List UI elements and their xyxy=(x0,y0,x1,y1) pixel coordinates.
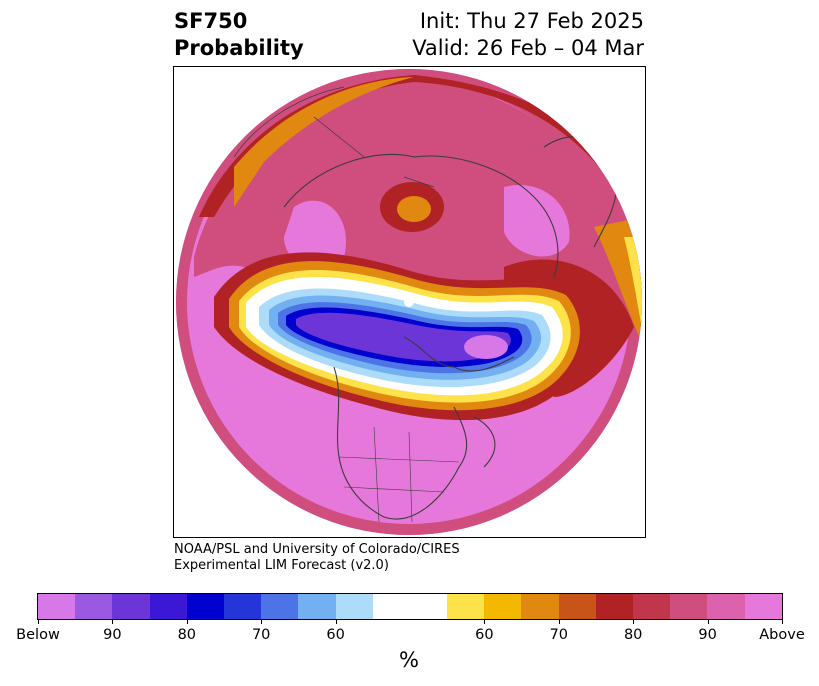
colorbar-segment xyxy=(223,594,262,619)
credit-line-1: NOAA/PSL and University of Colorado/CIRE… xyxy=(174,542,460,557)
map-panel xyxy=(173,66,646,538)
below-90-region xyxy=(296,312,511,362)
colorbar-tick-mark xyxy=(633,619,635,624)
north-america-coast xyxy=(333,366,468,520)
colorbar-segment xyxy=(335,594,373,619)
colorbar-tick-mark xyxy=(707,619,709,624)
colorbar-tick-label: Below xyxy=(16,627,60,643)
init-date: Init: Thu 27 Feb 2025 xyxy=(419,9,644,33)
canadian-arctic-coast xyxy=(403,336,515,372)
colorbar-segment xyxy=(38,594,76,619)
credit-text: NOAA/PSL and University of Colorado/CIRE… xyxy=(174,542,460,574)
probability-map xyxy=(176,69,642,535)
below-extreme-patch xyxy=(464,335,508,359)
colorbar-segment xyxy=(484,594,522,619)
colorbar-segment xyxy=(149,594,187,619)
colorbar-tick-label: 70 xyxy=(549,627,569,643)
northern-orange-band xyxy=(234,77,414,207)
colorbar-tick-mark xyxy=(38,619,39,624)
colorbar-segment xyxy=(298,594,336,619)
valid-range: Valid: 26 Feb – 04 Mar xyxy=(412,36,644,60)
variable-name: SF750 xyxy=(174,9,248,33)
colorbar-tick-mark xyxy=(261,619,263,624)
colorbar-tick-mark xyxy=(112,619,114,624)
colorbar-tick-mark xyxy=(484,619,486,624)
colorbar xyxy=(37,593,783,620)
colorbar-segment xyxy=(372,594,410,619)
eurasia-arctic-coast xyxy=(283,153,559,278)
colorbar-segment xyxy=(112,594,150,619)
colorbar-tick-mark xyxy=(558,619,560,624)
colorbar-tick-label: Above xyxy=(759,627,805,643)
colorbar-segment xyxy=(707,594,745,619)
chart-title: SF750 Probability xyxy=(174,8,304,62)
colorbar-segment xyxy=(186,594,224,619)
arctic-orange-patch xyxy=(397,196,431,222)
europe-pink-patch xyxy=(504,185,570,257)
asia-borders xyxy=(233,86,435,188)
colorbar-tick-mark xyxy=(335,619,337,624)
africa-outline xyxy=(593,86,635,138)
colorbar-tick-label: 70 xyxy=(251,627,271,643)
north-pole-marker xyxy=(404,297,414,307)
colorbar-segment xyxy=(409,594,448,619)
greenland-atlantic-coast xyxy=(473,416,496,468)
colorbar-tick-label: 90 xyxy=(698,627,717,643)
colorbar-tick-mark xyxy=(782,619,783,624)
colorbar-segment xyxy=(558,594,596,619)
colorbar-segment xyxy=(633,594,671,619)
colorbar-tick-label: 90 xyxy=(103,627,122,643)
colorbar-segment xyxy=(521,594,559,619)
colorbar-segment xyxy=(261,594,299,619)
colorbar-segment xyxy=(447,594,485,619)
colorbar-segment xyxy=(75,594,113,619)
colorbar-tick-label: 60 xyxy=(326,627,345,643)
us-state-lines xyxy=(338,426,460,523)
colorbar-tick-label: 80 xyxy=(623,627,643,643)
siberia-pink-patch xyxy=(284,200,346,268)
colorbar-tick-mark xyxy=(186,619,188,624)
colorbar-segment xyxy=(595,594,633,619)
credit-line-2: Experimental LIM Forecast (v2.0) xyxy=(174,558,389,573)
product-name: Probability xyxy=(174,36,304,60)
colorbar-tick-label: 80 xyxy=(177,627,197,643)
colorbar-segment xyxy=(670,594,708,619)
colorbar-unit: % xyxy=(399,648,419,672)
colorbar-tick-label: 60 xyxy=(475,627,494,643)
forecast-dates: Init: Thu 27 Feb 2025 Valid: 26 Feb – 04… xyxy=(412,8,644,62)
colorbar-segment xyxy=(744,594,782,619)
